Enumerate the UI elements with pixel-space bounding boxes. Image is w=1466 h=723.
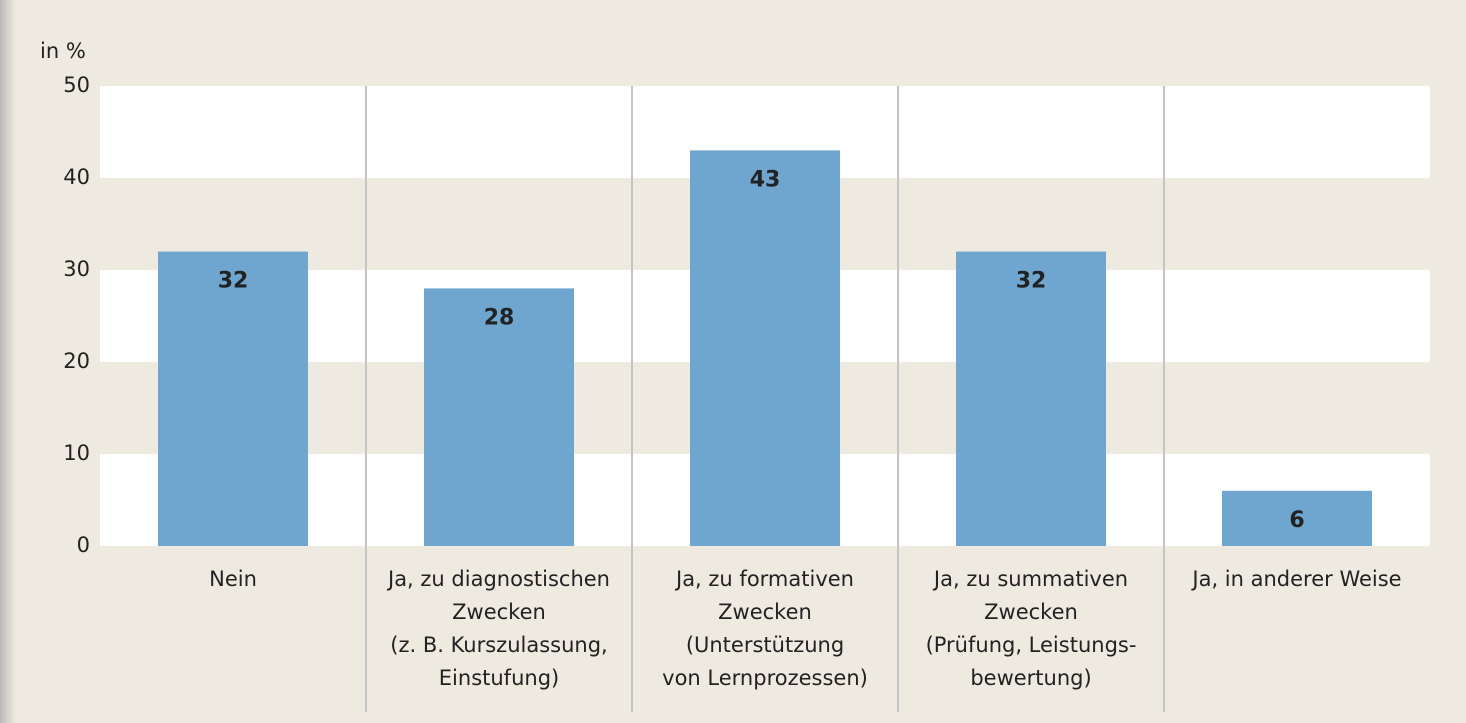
edge-shadow [0, 0, 16, 723]
y-tick-label: 30 [63, 257, 90, 281]
bar [424, 288, 574, 546]
bar [158, 251, 308, 546]
bar [690, 150, 840, 546]
x-tick-label: Nein [209, 567, 257, 591]
bar [1222, 490, 1372, 546]
value-label: 43 [750, 167, 781, 192]
value-label: 32 [1016, 269, 1047, 294]
x-tick-label: Ja, in anderer Weise [1190, 567, 1401, 591]
y-tick-label: 20 [63, 349, 90, 373]
x-tick-label: Ja, zu summativen Zwecken (Prüfung, Leistu… [926, 567, 1137, 690]
y-axis-label: in % [40, 39, 86, 63]
value-label: 32 [218, 269, 249, 294]
y-tick-label: 50 [63, 73, 90, 97]
y-tick-label: 10 [63, 441, 90, 465]
bar [956, 251, 1106, 546]
y-tick-label: 0 [77, 533, 90, 557]
x-tick-label: Ja, zu diagnostischen Zwecken (z. B. Kursz… [386, 567, 610, 690]
value-label: 28 [484, 305, 515, 330]
value-label: 6 [1289, 508, 1304, 533]
x-tick-label: Ja, zu formativen Zwecken (Unterstützung vo… [662, 567, 868, 690]
y-tick-label: 40 [63, 165, 90, 189]
